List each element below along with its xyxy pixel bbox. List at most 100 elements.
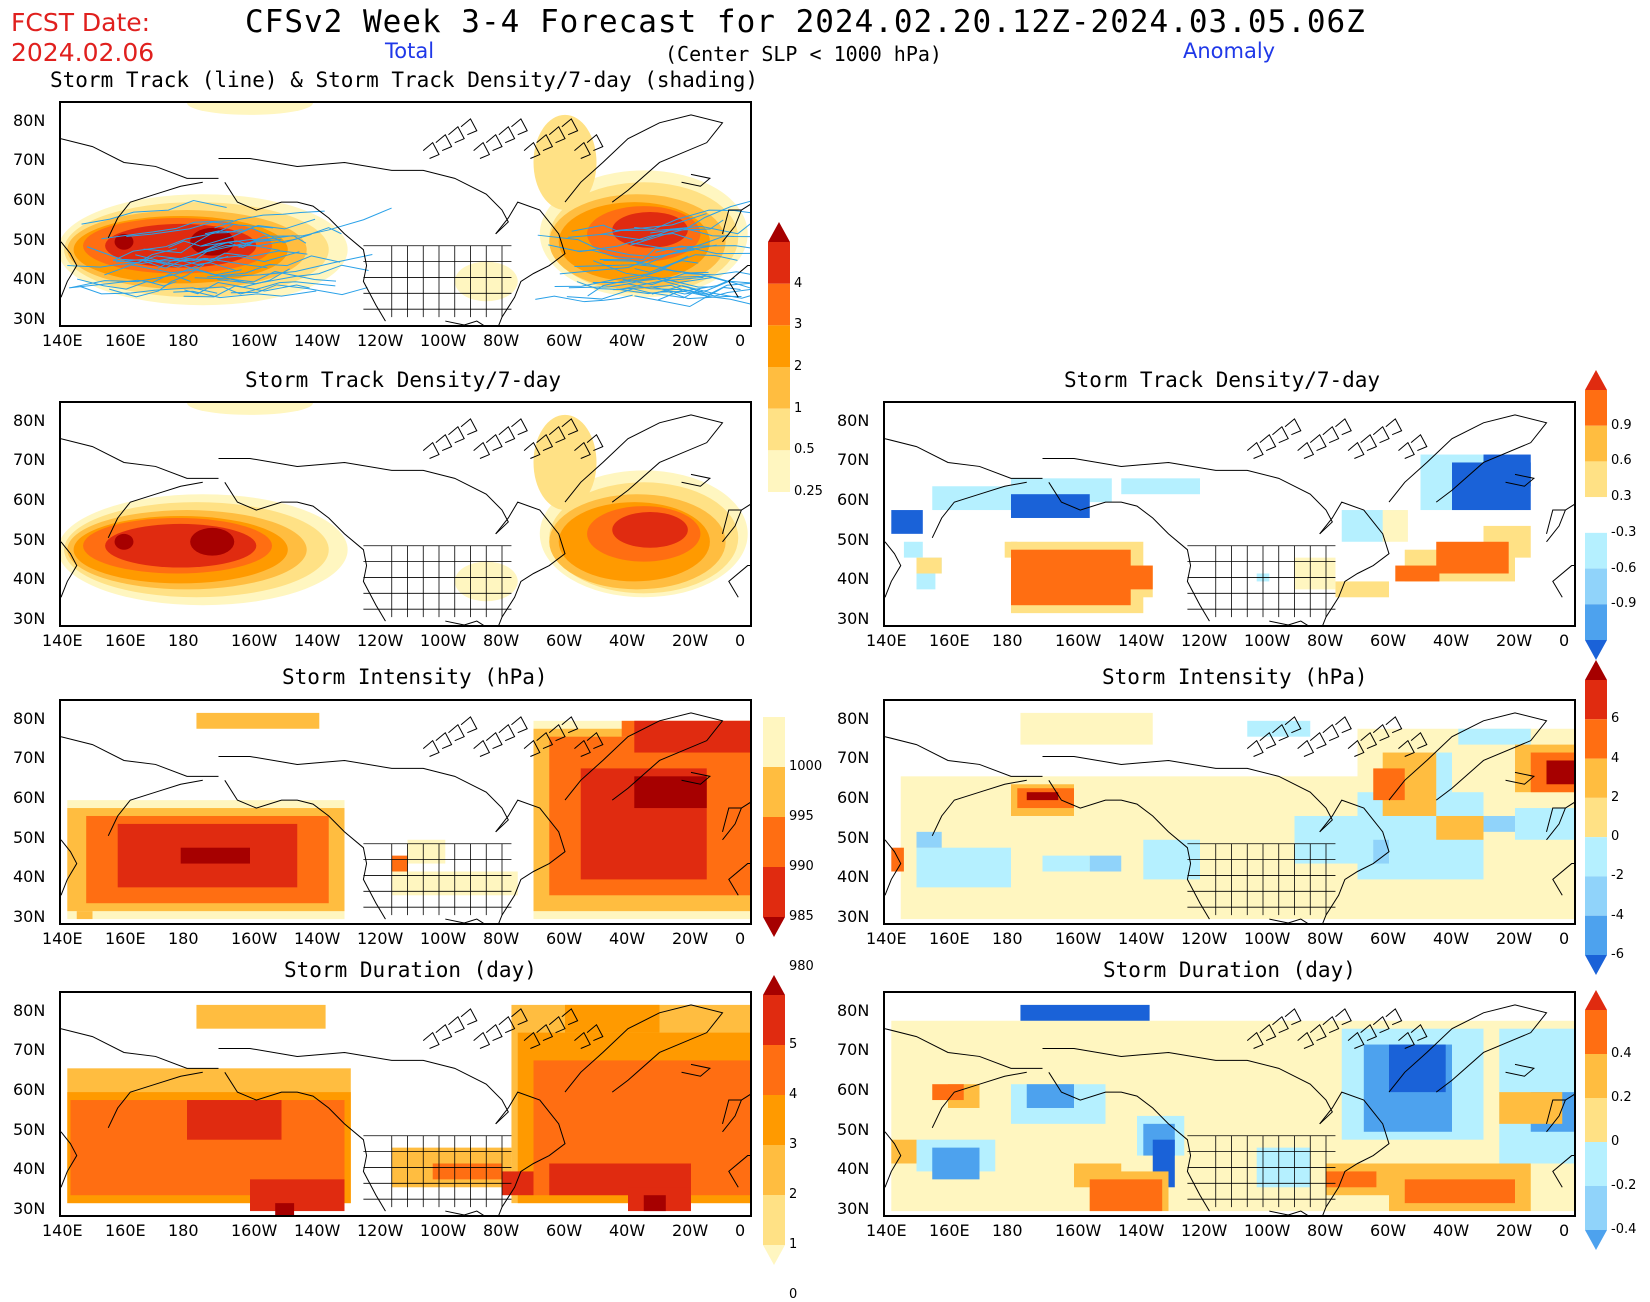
- lat-tick-label: 30N: [13, 309, 46, 329]
- page-title: CFSv2 Week 3-4 Forecast for 2024.02.20.1…: [245, 4, 1366, 40]
- lon-tick-label: 0: [1559, 1221, 1570, 1240]
- colorbar-segment: [1585, 1142, 1607, 1186]
- colorbar-segment: [1585, 837, 1607, 877]
- lon-tick-label: 160W: [231, 929, 278, 948]
- colorbar-label: 2: [1611, 789, 1620, 805]
- duration-total-title: Storm Duration (day): [284, 958, 537, 982]
- lon-tick-label: 100W: [420, 1221, 467, 1240]
- lon-tick-label: 40W: [609, 631, 646, 650]
- lon-tick-label: 140E: [866, 1221, 907, 1240]
- density-total-map: [59, 401, 752, 627]
- colorbar-segment: [768, 283, 790, 326]
- lon-tick-label: 80W: [1307, 631, 1344, 650]
- lon-tick-label: 180: [992, 1221, 1023, 1240]
- colorbar-segment: [763, 1195, 785, 1245]
- lon-tick-label: 120W: [1181, 929, 1228, 948]
- lon-tick-label: 60W: [546, 929, 583, 948]
- lat-tick-label: 70N: [837, 450, 870, 470]
- colorbar-label: 1: [794, 400, 803, 416]
- colorbar-segment: [1585, 604, 1607, 640]
- colorbar-label: -0.4: [1611, 1222, 1637, 1237]
- colorbar-label: 995: [789, 809, 814, 824]
- total-column-label: Total: [385, 39, 435, 63]
- intensity-total-title: Storm Intensity (hPa): [282, 665, 548, 689]
- lat-tick-label: 70N: [13, 1040, 46, 1060]
- lat-tick-label: 70N: [13, 150, 46, 170]
- colorbar-label: 985: [789, 909, 814, 924]
- lon-tick-label: 40W: [1433, 929, 1470, 948]
- lon-tick-label: 40W: [1433, 631, 1470, 650]
- colorbar-label: 0.5: [794, 442, 815, 458]
- lon-tick-label: 100W: [420, 631, 467, 650]
- lon-tick-label: 60W: [1370, 1221, 1407, 1240]
- colorbar-top-arrow: [768, 222, 790, 242]
- colorbar-bottom-arrow: [1585, 640, 1607, 660]
- colorbar-segment: [763, 717, 785, 767]
- lat-tick-label: 70N: [837, 748, 870, 768]
- lon-tick-label: 120W: [1181, 1221, 1228, 1240]
- lon-tick-label: 20W: [1496, 1221, 1533, 1240]
- lat-tick-label: 60N: [13, 788, 46, 808]
- lon-tick-label: 160W: [1055, 1221, 1102, 1240]
- lat-tick-label: 50N: [13, 229, 46, 249]
- lat-tick-label: 60N: [13, 1080, 46, 1100]
- colorbar-label: 0.2: [1611, 1090, 1632, 1105]
- intensity-total-colorbar: [763, 697, 785, 937]
- lon-tick-label: 180: [168, 1221, 199, 1240]
- colorbar-top-arrow: [763, 975, 785, 995]
- lat-tick-label: 80N: [837, 708, 870, 728]
- density-anomaly-map: [883, 401, 1576, 627]
- lat-tick-label: 80N: [13, 1000, 46, 1020]
- lon-tick-label: 140W: [1118, 929, 1165, 948]
- lat-tick-label: 80N: [13, 410, 46, 430]
- lon-tick-label: 80W: [1307, 1221, 1344, 1240]
- colorbar-segment: [1585, 390, 1607, 426]
- colorbar-label: 990: [789, 859, 814, 874]
- lon-tick-label: 0: [1559, 631, 1570, 650]
- colorbar-segment: [1585, 876, 1607, 916]
- colorbar-label: 6: [1611, 711, 1620, 727]
- lat-tick-label: 40N: [837, 867, 870, 887]
- duration-anomaly-map: [883, 991, 1576, 1217]
- lon-tick-label: 140E: [866, 929, 907, 948]
- lat-tick-label: 60N: [13, 190, 46, 210]
- lat-tick-label: 50N: [837, 827, 870, 847]
- colorbar-label: 1000: [789, 759, 823, 774]
- density-total-title: Storm Track Density/7-day: [245, 368, 562, 392]
- lon-tick-label: 20W: [672, 929, 709, 948]
- lon-tick-label: 80W: [483, 331, 520, 350]
- lon-tick-label: 120W: [357, 331, 404, 350]
- lat-tick-label: 50N: [837, 1119, 870, 1139]
- lon-tick-label: 0: [1559, 929, 1570, 948]
- colorbar-bottom-arrow: [1585, 1230, 1607, 1250]
- lon-tick-label: 160E: [929, 929, 970, 948]
- colorbar-segment: [763, 995, 785, 1045]
- intensity-anom-title: Storm Intensity (hPa): [1102, 665, 1368, 689]
- lat-tick-label: 30N: [837, 1199, 870, 1219]
- colorbar-segment: [1585, 1186, 1607, 1230]
- track-panel-title: Storm Track (line) & Storm Track Density…: [50, 68, 759, 92]
- lon-tick-label: 180: [992, 929, 1023, 948]
- lon-tick-label: 160E: [929, 1221, 970, 1240]
- lon-tick-label: 100W: [1244, 929, 1291, 948]
- colorbar-label: 0: [1611, 829, 1620, 845]
- lon-tick-label: 180: [168, 331, 199, 350]
- duration-anomaly-colorbar: [1585, 990, 1607, 1250]
- lon-tick-label: 140E: [866, 631, 907, 650]
- colorbar-segment: [1585, 1054, 1607, 1098]
- density-anomaly-colorbar: [1585, 370, 1607, 660]
- lat-tick-label: 60N: [837, 1080, 870, 1100]
- lon-tick-label: 160W: [1055, 631, 1102, 650]
- lon-tick-label: 100W: [420, 331, 467, 350]
- lon-tick-label: 160W: [231, 1221, 278, 1240]
- colorbar-top-arrow: [1585, 370, 1607, 390]
- lat-tick-label: 40N: [13, 569, 46, 589]
- lon-tick-label: 20W: [672, 631, 709, 650]
- colorbar-segment: [1585, 797, 1607, 838]
- lon-tick-label: 140W: [294, 1221, 341, 1240]
- density-total-colorbar: [768, 222, 790, 512]
- lat-tick-label: 30N: [13, 907, 46, 927]
- colorbar-segment: [763, 1145, 785, 1195]
- lon-tick-label: 160E: [929, 631, 970, 650]
- lon-tick-label: 60W: [1370, 631, 1407, 650]
